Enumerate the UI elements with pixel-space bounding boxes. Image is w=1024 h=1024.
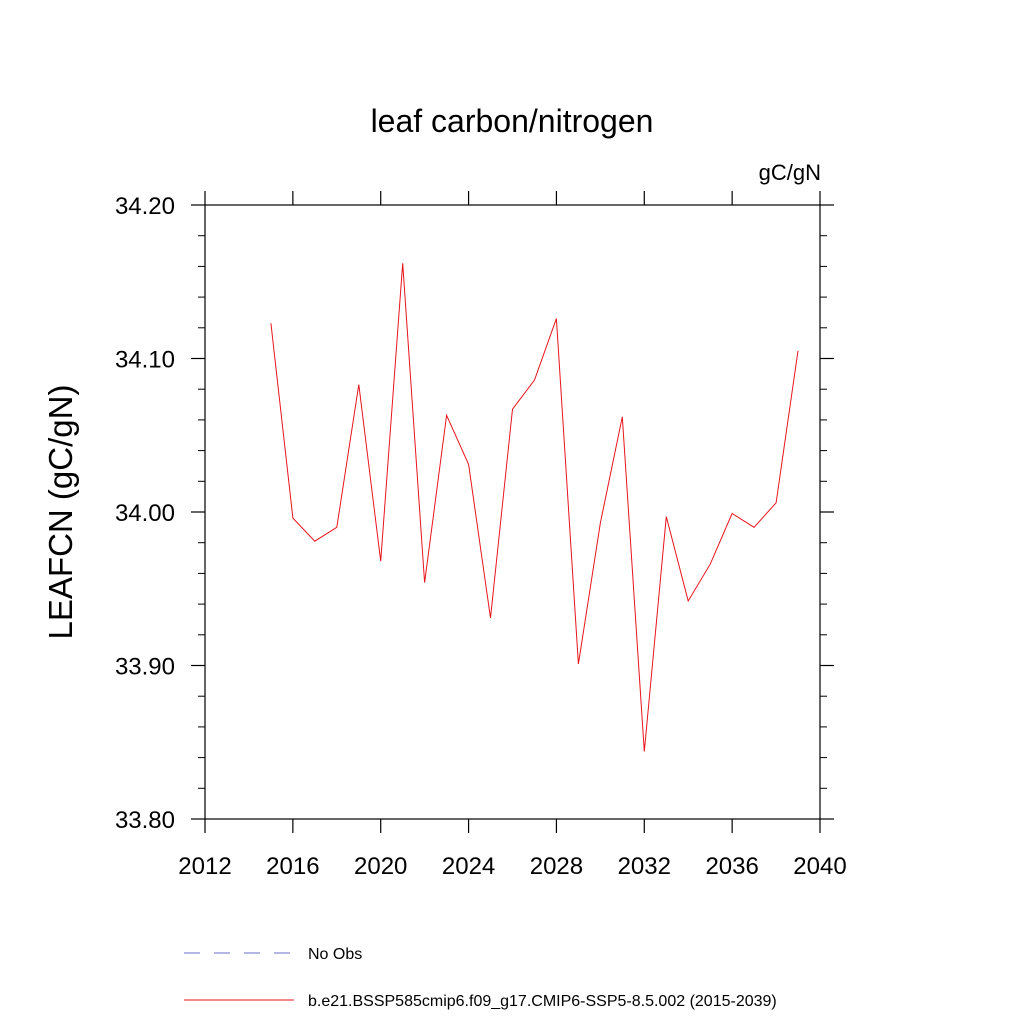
x-tick-labels: 2012 2016 2020 2024 2028 2032 2036 2040 <box>178 853 846 880</box>
units-label: gC/gN <box>759 160 821 185</box>
y-tick-label: 34.10 <box>115 347 175 374</box>
series-lines <box>270 263 799 752</box>
legend-label: b.e21.BSSP585cmip6.f09_g17.CMIP6-SSP5-8.… <box>308 993 777 1010</box>
legend-label: No Obs <box>308 946 362 963</box>
x-tick-label: 2040 <box>793 853 846 880</box>
x-tick-label: 2036 <box>705 853 758 880</box>
x-tick-label: 2032 <box>618 853 671 880</box>
chart-title: leaf carbon/nitrogen <box>371 103 654 139</box>
x-tick-label: 2024 <box>442 853 495 880</box>
x-tick-label: 2012 <box>178 853 231 880</box>
y-tick-label: 34.20 <box>115 193 175 220</box>
x-tick-label: 2028 <box>530 853 583 880</box>
plot-frame <box>204 204 821 820</box>
x-tick-label: 2016 <box>266 853 319 880</box>
legend: No Obs b.e21.BSSP585cmip6.f09_g17.CMIP6-S… <box>184 946 777 1010</box>
y-axis-label: LEAFCN (gC/gN) <box>42 385 79 640</box>
x-tick-label: 2020 <box>354 853 407 880</box>
y-tick-label: 33.80 <box>115 807 175 834</box>
axis-ticks <box>191 191 834 833</box>
series-line-0 <box>270 263 799 752</box>
y-tick-labels: 33.80 33.90 34.00 34.10 34.20 <box>115 193 175 834</box>
y-tick-label: 34.00 <box>115 500 175 527</box>
y-tick-label: 33.90 <box>115 654 175 681</box>
